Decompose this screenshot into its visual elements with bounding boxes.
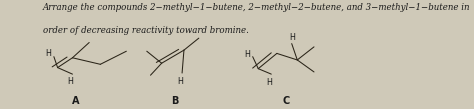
Text: H: H [244,50,250,59]
Text: H: H [266,78,273,87]
Text: H: H [177,77,183,86]
Text: H: H [46,49,51,58]
Text: H: H [289,33,295,42]
Text: Arrange the compounds 2−methyl−1−butene, 2−methyl−2−butene, and 3−methyl−1−buten: Arrange the compounds 2−methyl−1−butene,… [43,3,470,12]
Text: A: A [73,96,80,106]
Text: C: C [283,96,290,106]
Text: order of decreasing reactivity toward bromine.: order of decreasing reactivity toward br… [43,26,248,35]
Text: B: B [171,96,178,106]
Text: H: H [68,77,73,86]
